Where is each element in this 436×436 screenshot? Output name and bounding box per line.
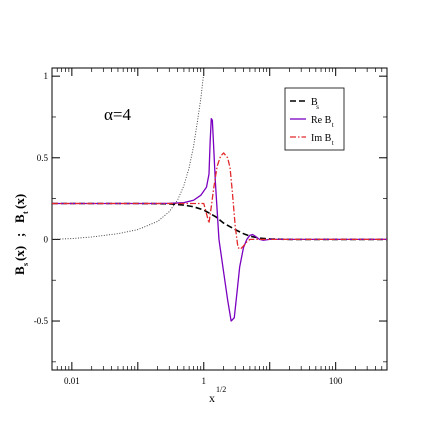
- series-layer: [52, 72, 387, 322]
- y-tick-label: 0: [44, 234, 49, 244]
- y-label-t-sub: t: [21, 211, 30, 214]
- series-line-Bs: [52, 202, 387, 241]
- plot-frame: [51, 67, 388, 371]
- annotation-alpha: α=4: [104, 105, 131, 124]
- y-tick-label: 0.5: [37, 153, 49, 163]
- x-axis-label: x 1/2: [209, 385, 226, 405]
- series-line-ReBt: [52, 117, 387, 322]
- y-axis-label: B s (x) ; B t (x): [12, 194, 30, 275]
- x-axis-label-main: x: [209, 391, 215, 405]
- y-label-b1: B: [12, 266, 27, 275]
- y-label-arg2: (x): [12, 194, 27, 209]
- legend-label-ImBt: Im B: [311, 133, 332, 144]
- legend-sub-ImBt: t: [332, 139, 334, 147]
- legend-label-Bs: B: [311, 97, 318, 108]
- y-tick-label: -0.5: [34, 316, 49, 326]
- legend-label-ReBt: Re B: [311, 115, 332, 126]
- series-line-ImBt: [52, 152, 387, 250]
- major-ticks: 0.01 1 100 1 0.5 0 -0.5: [34, 68, 387, 386]
- y-tick-label: 1: [44, 71, 49, 81]
- y-label-arg1: (x): [12, 246, 27, 261]
- y-label-b2: B: [12, 214, 27, 223]
- x-axis-label-sup: 1/2: [216, 385, 226, 394]
- x-tick-label: 1: [202, 376, 207, 386]
- y-label-separator: ;: [12, 233, 27, 237]
- legend-sub-Bs: s: [316, 103, 319, 111]
- x-tick-label: 0.01: [64, 376, 80, 386]
- legend-sub-ReBt: t: [332, 121, 334, 129]
- series-line-dotted: [52, 72, 205, 240]
- y-label-s-sub: s: [21, 263, 30, 266]
- minor-ticks: [52, 68, 387, 370]
- x-tick-label: 100: [329, 376, 343, 386]
